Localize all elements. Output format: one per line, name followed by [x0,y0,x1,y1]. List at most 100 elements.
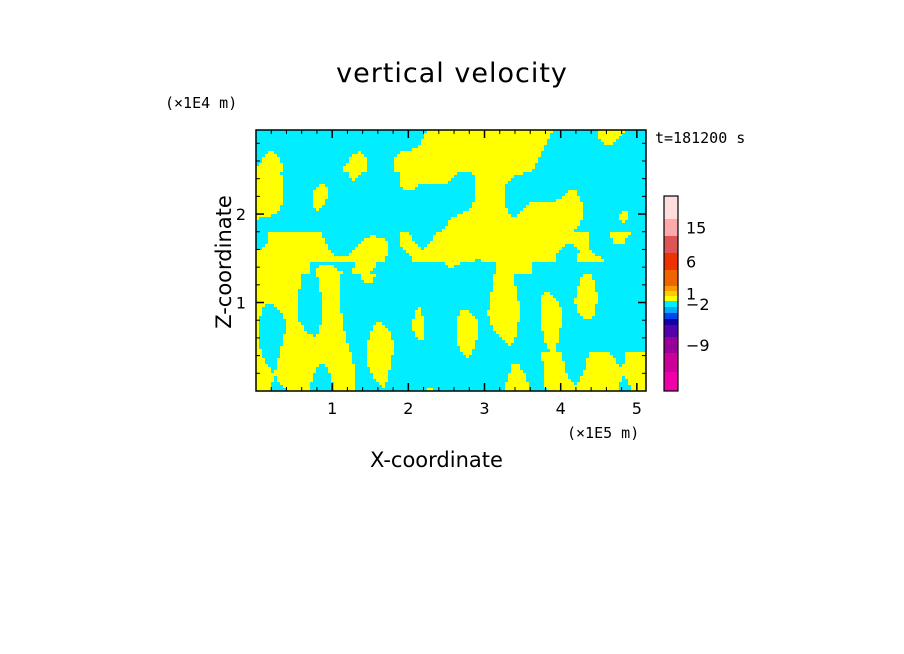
field-cell [448,259,451,262]
field-cell [448,223,451,226]
field-cell [325,364,328,367]
field-cell [433,241,436,244]
field-cell [295,343,298,346]
field-cell [364,160,367,163]
field-cell [274,211,277,214]
field-cell [310,358,313,361]
field-cell [487,178,490,181]
field-cell [517,223,520,226]
field-cell [358,253,361,256]
field-cell [514,370,517,373]
field-cell [295,280,298,283]
field-cell [277,157,280,160]
field-cell [298,328,301,331]
field-cell [550,367,553,370]
field-cell [403,163,406,166]
field-cell [277,373,280,376]
field-cell [613,133,616,136]
field-cell [271,190,274,193]
field-cell [547,253,550,256]
field-cell [562,232,565,235]
field-cell [598,385,601,388]
field-cell [517,319,520,322]
field-cell [634,382,637,385]
field-cell [493,211,496,214]
field-cell [535,226,538,229]
field-cell [256,361,259,364]
field-cell [298,259,301,262]
field-cell [520,142,523,145]
field-cell [499,148,502,151]
field-cell [589,304,592,307]
field-cell [439,136,442,139]
field-cell [388,358,391,361]
field-cell [307,379,310,382]
field-cell [457,337,460,340]
field-cell [586,358,589,361]
field-cell [604,382,607,385]
field-cell [304,247,307,250]
field-cell [319,187,322,190]
field-cell [496,142,499,145]
field-cell [295,307,298,310]
field-cell [433,136,436,139]
field-cell [547,352,550,355]
field-cell [532,205,535,208]
field-cell [337,337,340,340]
field-cell [613,367,616,370]
field-cell [469,163,472,166]
field-cell [469,226,472,229]
field-cell [535,160,538,163]
field-cell [499,142,502,145]
field-cell [262,298,265,301]
field-cell [526,160,529,163]
field-cell [487,169,490,172]
field-cell [478,187,481,190]
field-cell [580,379,583,382]
field-cell [256,166,259,169]
field-cell [307,385,310,388]
field-cell [334,286,337,289]
field-cell [484,142,487,145]
field-cell [265,166,268,169]
field-cell [505,319,508,322]
field-cell [514,301,517,304]
field-cell [499,151,502,154]
field-cell [589,256,592,259]
field-cell [313,355,316,358]
field-cell [487,148,490,151]
field-cell [259,259,262,262]
field-cell [268,271,271,274]
field-cell [502,226,505,229]
field-cell [268,181,271,184]
field-cell [520,271,523,274]
field-cell [379,253,382,256]
field-cell [475,199,478,202]
field-cell [316,208,319,211]
field-cell [421,256,424,259]
field-cell [475,181,478,184]
field-cell [550,346,553,349]
field-cell [460,316,463,319]
field-cell [532,151,535,154]
field-cell [277,166,280,169]
field-cell [529,223,532,226]
field-cell [583,259,586,262]
field-cell [511,286,514,289]
field-cell [343,367,346,370]
field-cell [373,364,376,367]
field-cell [259,214,262,217]
field-cell [577,253,580,256]
field-cell [418,322,421,325]
field-cell [499,310,502,313]
field-cell [316,202,319,205]
field-cell [511,313,514,316]
field-cell [580,253,583,256]
field-cell [595,382,598,385]
field-cell [259,352,262,355]
field-cell [502,274,505,277]
field-cell [472,256,475,259]
field-cell [550,361,553,364]
field-cell [439,154,442,157]
field-cell [268,157,271,160]
